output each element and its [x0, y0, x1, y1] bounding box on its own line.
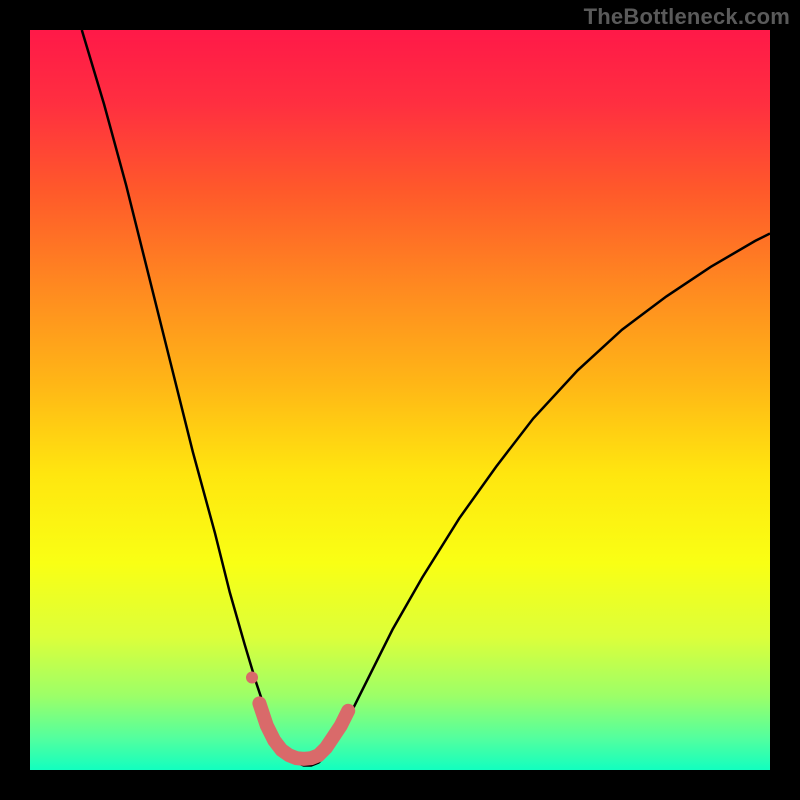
bottleneck-curve-plot: [0, 0, 800, 800]
optimal-zone-dot: [246, 672, 258, 684]
watermark-label: TheBottleneck.com: [584, 4, 790, 30]
plot-gradient-background: [30, 30, 770, 770]
chart-container: TheBottleneck.com: [0, 0, 800, 800]
